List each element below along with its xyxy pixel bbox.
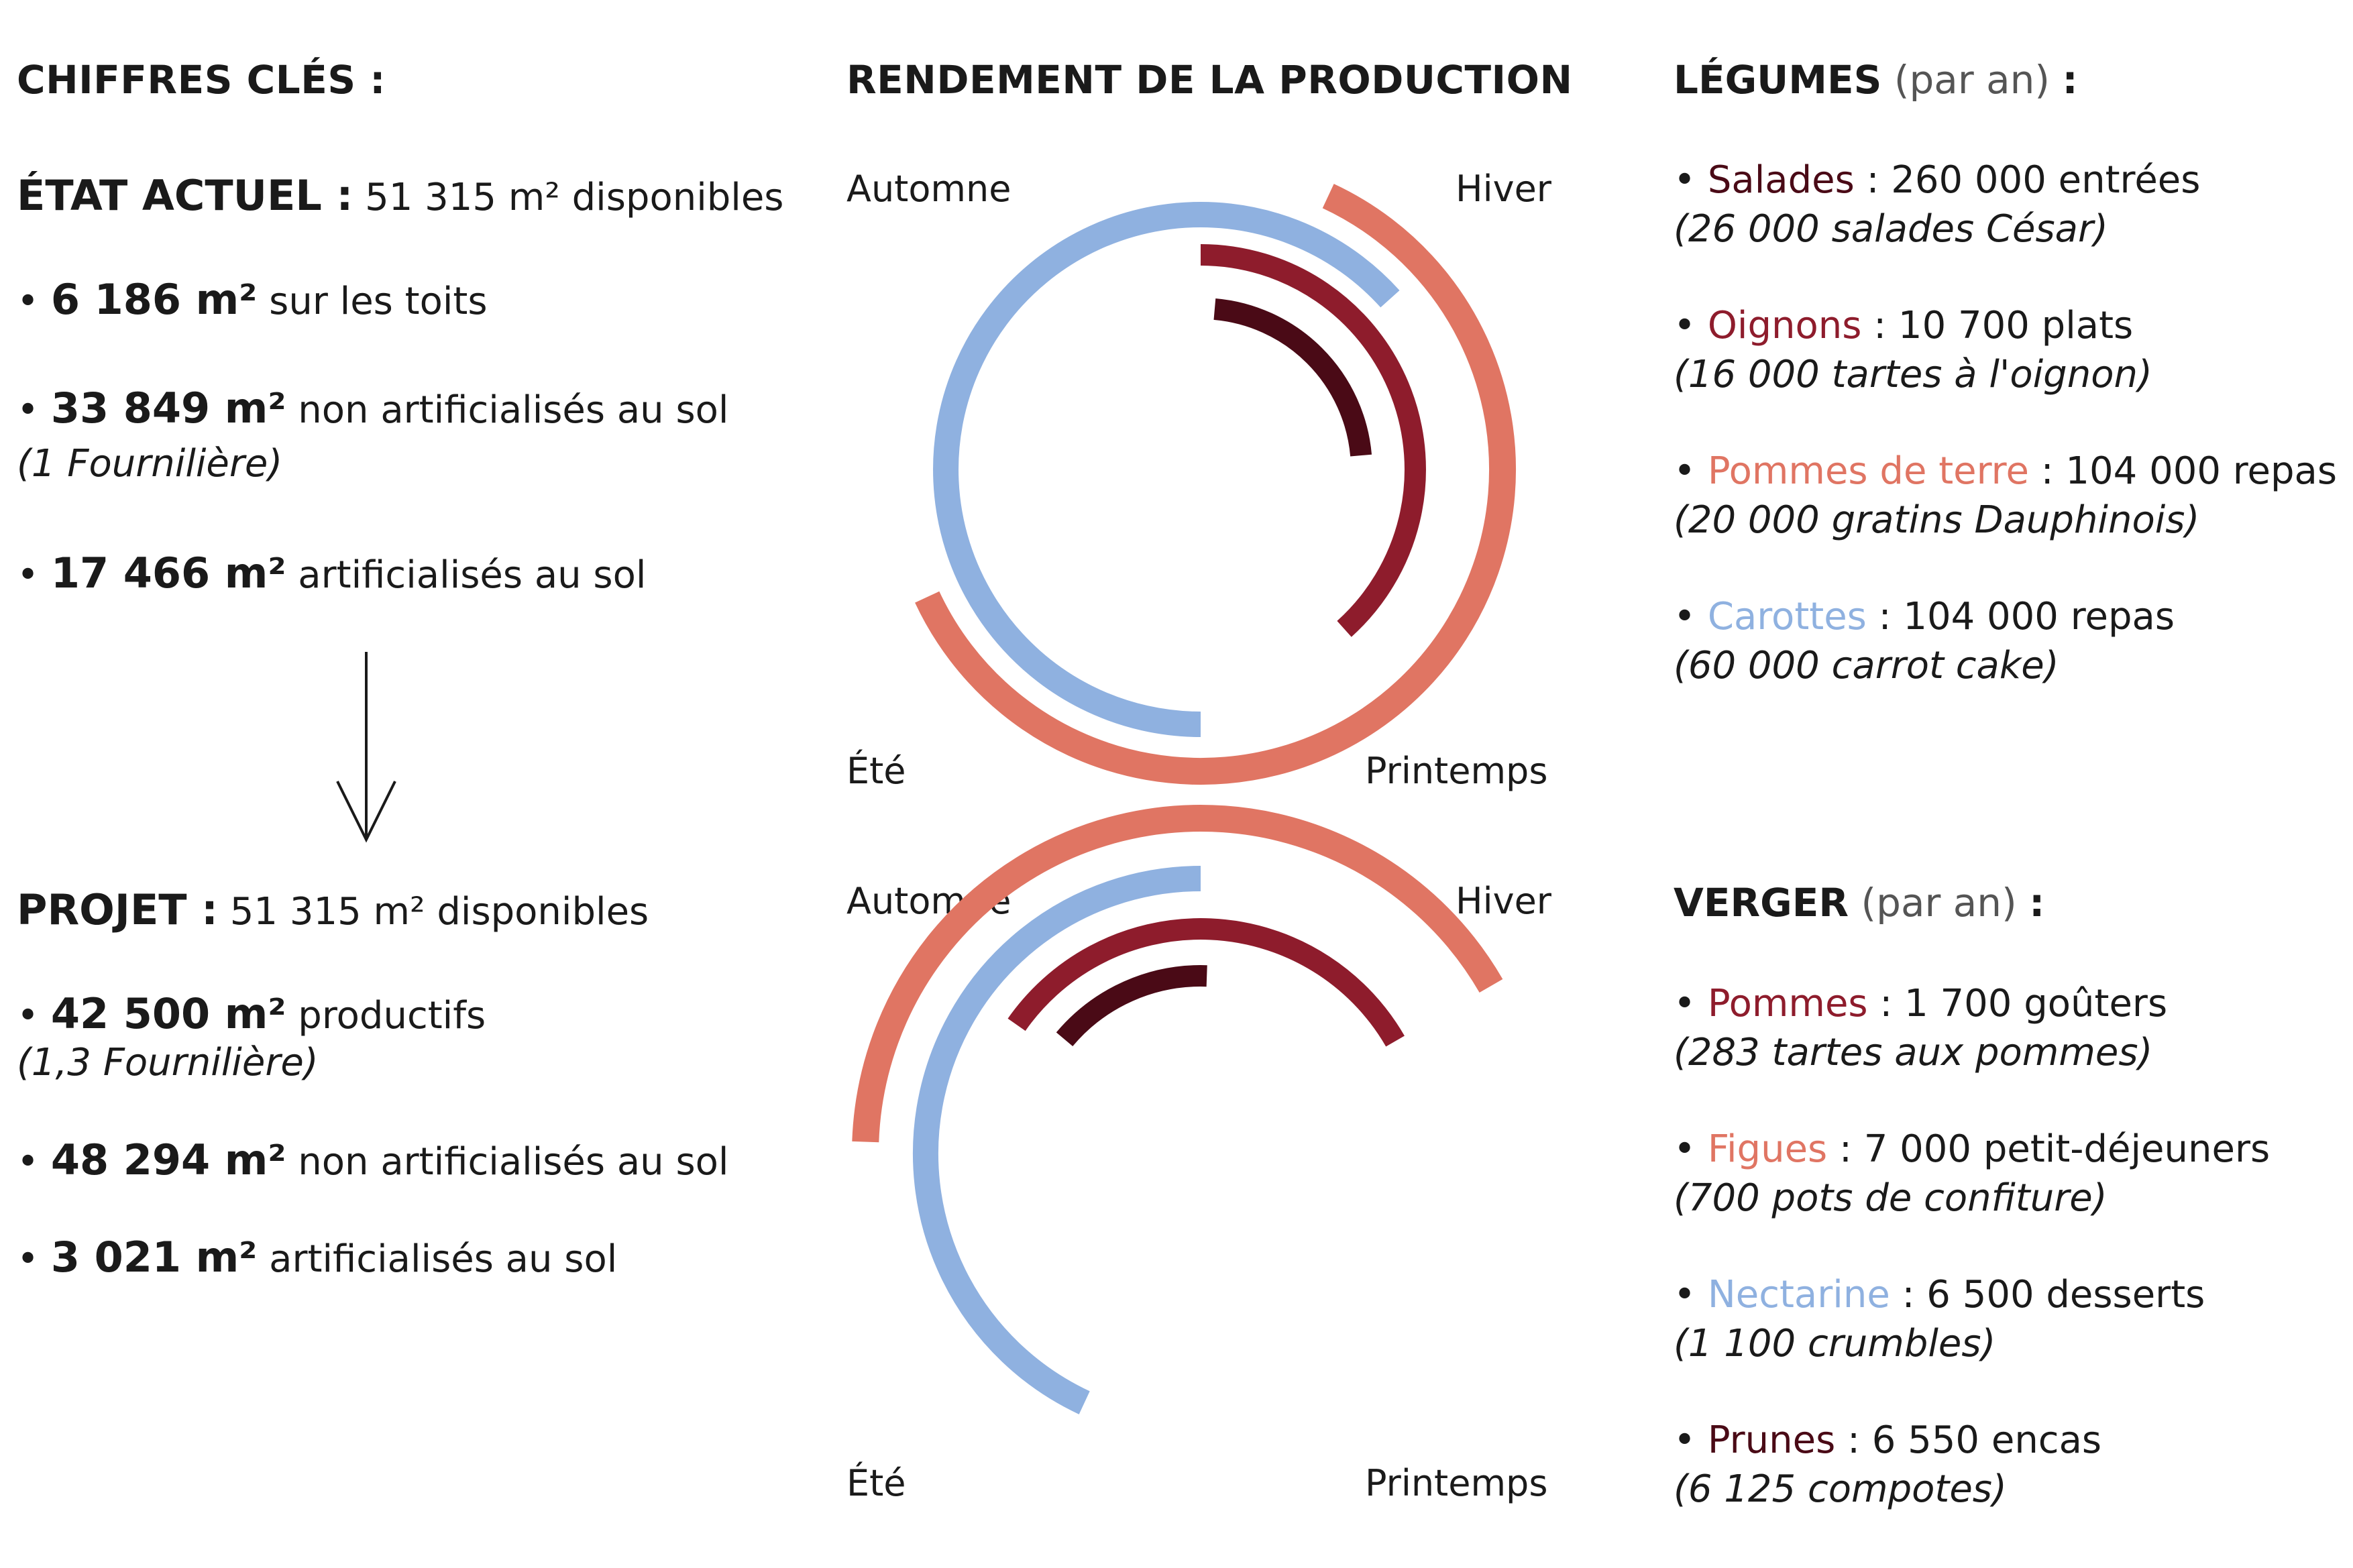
verger-item-note: (6 125 compotes) [1674,1467,2007,1511]
current-item-natural-text: non artificialisés au sol [298,388,729,432]
legumes-item: • Carottes : 104 000 repas [1674,592,2175,642]
legumes-item-value: : 260 000 entrées [1866,158,2201,202]
legumes-item-note: (16 000 tartes à l'oignon) [1674,353,2152,396]
chart1-arc-4 [1213,298,1372,457]
current-item-natural-note: (1 Fournilière) [17,442,283,486]
project-heading: PROJET : 51 315 m² disponibles [17,885,649,937]
legumes-item-name: Carottes [1707,595,1867,638]
verger-item-note: (283 tartes aux pommes) [1674,1031,2153,1074]
current-item-natural: • 33 849 m² non artificialisés au sol [17,384,728,435]
bullet: • [1674,1273,1696,1317]
chart2-label-winter: Hiver [1456,880,1551,922]
verger-item-note: (1 100 crumbles) [1674,1322,1996,1365]
verger-item-value: : 7 000 petit-déjeuners [1839,1127,2270,1171]
legumes-item-name: Salades [1707,158,1855,202]
project-label: PROJET : [17,885,218,934]
chart2-label-spring: Printemps [1365,1462,1548,1504]
chart2-arc-4 [1056,965,1207,1047]
current-state-heading: ÉTAT ACTUEL : 51 315 m² disponibles [17,171,783,223]
current-item-artificial: • 17 466 m² artificialisés au sol [17,549,646,600]
legumes-item: • Oignons : 10 700 plats [1674,301,2133,351]
project-item-artificial-area: 3 021 m² [50,1233,258,1282]
project-item-productive: • 42 500 m² productifs [17,989,486,1041]
current-state-label: ÉTAT ACTUEL : [17,171,353,220]
legumes-item-note: (20 000 gratins Dauphinois) [1674,498,2200,542]
chart1-label-winter: Hiver [1456,168,1551,210]
legumes-item-value: : 104 000 repas [2040,449,2338,493]
chart2-label-summer: Été [846,1462,906,1504]
bullet: • [1674,158,1696,202]
project-item-natural-area: 48 294 m² [50,1135,286,1184]
current-item-roofs: • 6 186 m² sur les toits [17,275,488,327]
chart1-label-autumn: Automne [846,168,1011,210]
project-item-artificial-text: artificialisés au sol [269,1237,618,1281]
verger-item: • Prunes : 6 550 encas [1674,1416,2101,1465]
chart1-arc-1 [915,184,1517,785]
verger-item-name: Pommes [1707,982,1868,1025]
legumes-item-note: (26 000 salades César) [1674,207,2108,251]
production-title: RENDEMENT DE LA PRODUCTION [846,57,1573,103]
colon: : [2029,880,2045,926]
legumes-item: • Salades : 260 000 entrées [1674,156,2200,205]
verger-heading: VERGER (par an) : [1674,880,2044,926]
bullet: • [17,994,40,1038]
bullet: • [1674,304,1696,347]
current-item-artificial-text: artificialisés au sol [298,553,647,597]
chart1-arc-3 [1200,244,1426,637]
legumes-item-name: Oignons [1707,304,1862,347]
project-value: 51 315 m² disponibles [229,890,649,934]
verger-item-value: : 6 550 encas [1847,1418,2102,1462]
legumes-item-value: : 104 000 repas [1878,595,2175,638]
bullet: • [1674,1418,1696,1462]
legumes-item: • Pommes de terre : 104 000 repas [1674,447,2337,496]
legumes-title: LÉGUMES [1674,57,1882,103]
chart1-label-summer: Été [846,750,906,792]
legumes-item-value: : 10 700 plats [1873,304,2134,347]
bullet: • [17,280,40,323]
project-item-productive-area: 42 500 m² [50,989,286,1038]
current-item-roofs-area: 6 186 m² [50,275,258,324]
project-item-productive-note: (1,3 Fournilière) [17,1041,319,1084]
current-item-artificial-area: 17 466 m² [50,549,286,598]
bullet: • [17,388,40,432]
project-item-natural-text: non artificialisés au sol [298,1140,729,1184]
bullet: • [1674,449,1696,493]
legumes-item-note: (60 000 carrot cake) [1674,644,2059,687]
chart2-arc-3 [1007,918,1405,1047]
verger-suffix: (par an) [1861,880,2017,926]
verger-item-name: Prunes [1707,1418,1836,1462]
chart2-arc-2 [912,866,1201,1414]
bullet: • [1674,1127,1696,1171]
legumes-item-name: Pommes de terre [1707,449,2029,493]
project-item-natural: • 48 294 m² non artificialisés au sol [17,1135,728,1187]
bullet: • [17,1140,40,1184]
verger-item-note: (700 pots de confiture) [1674,1176,2108,1220]
bullet: • [1674,982,1696,1025]
colon: : [2062,57,2078,103]
verger-item-name: Figues [1707,1127,1828,1171]
bullet: • [17,1237,40,1281]
verger-item: • Figues : 7 000 petit-déjeuners [1674,1125,2270,1174]
verger-item-value: : 6 500 desserts [1902,1273,2205,1317]
bullet: • [17,553,40,597]
bullet: • [1674,595,1696,638]
chart1-label-spring: Printemps [1365,750,1548,792]
legumes-suffix: (par an) [1894,57,2050,103]
key-figures-title: CHIFFRES CLÉS : [17,57,386,103]
verger-item: • Nectarine : 6 500 desserts [1674,1270,2205,1320]
chart2-arc-1 [852,805,1503,1143]
legumes-heading: LÉGUMES (par an) : [1674,57,2078,103]
verger-item-name: Nectarine [1707,1273,1890,1317]
project-item-productive-text: productifs [298,994,486,1038]
verger-title: VERGER [1674,880,1849,926]
chart1-arc-2 [933,202,1400,737]
current-state-value: 51 315 m² disponibles [365,176,784,219]
verger-item-value: : 1 700 goûters [1879,982,2168,1025]
current-item-roofs-text: sur les toits [269,280,488,323]
project-item-artificial: • 3 021 m² artificialisés au sol [17,1233,617,1284]
current-item-natural-area: 33 849 m² [50,384,286,433]
verger-item: • Pommes : 1 700 goûters [1674,979,2167,1029]
